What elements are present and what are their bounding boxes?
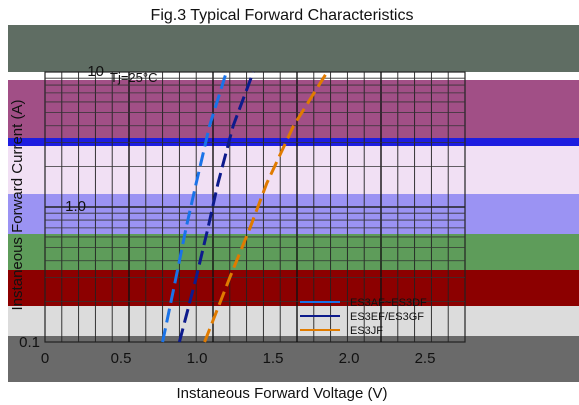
y-tick-label: 10 [87,63,104,80]
x-tick-label: 1.5 [263,350,284,367]
x-tick-label: 1.0 [187,350,208,367]
legend-label-es3ef: ES3EF/ES3GF [350,311,424,323]
y-tick-label: 0.1 [19,334,40,351]
plot-area [44,71,466,343]
y-axis-title: Instaneous Forward Current (A) [9,100,26,311]
y-tick-labels: 0.1 1.0 10 [19,63,104,351]
temperature-annotation: Tj=25°C [110,70,157,85]
x-tick-label: 0.5 [111,350,132,367]
x-axis-title: Instaneous Forward Voltage (V) [177,385,388,402]
background-bands [8,25,579,382]
series-line-es3ef-es3gf [177,71,255,343]
y-tick-label: 1.0 [65,198,86,215]
legend-label-es3jf: ES3JF [350,325,383,337]
legend-label-es3af: ES3AF~ES3DF [350,297,427,309]
x-tick-label: 2.5 [415,350,436,367]
x-tick-label: 0 [41,350,49,367]
grid-lines [45,72,465,342]
series-lines [161,71,329,343]
x-tick-labels: 0 0.5 1.0 1.5 2.0 2.5 [41,350,436,367]
chart-title: Fig.3 Typical Forward Characteristics [151,7,414,24]
x-tick-label: 2.0 [339,350,360,367]
series-line-es3jf [203,71,329,343]
legend: ES3AF~ES3DF ES3EF/ES3GF ES3JF [300,297,427,337]
series-line-es3af-es3df [161,71,228,343]
